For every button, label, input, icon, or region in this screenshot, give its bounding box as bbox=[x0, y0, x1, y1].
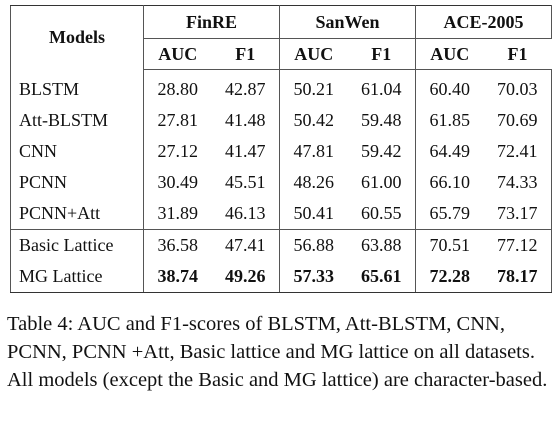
table-row: CNN 27.12 41.47 47.81 59.42 64.49 72.41 bbox=[10, 136, 553, 167]
cell: 47.41 bbox=[211, 229, 280, 261]
cell: 78.17 bbox=[483, 261, 553, 293]
cell: 72.28 bbox=[414, 261, 484, 293]
results-table: Models FinRE SanWen ACE-2005 AUC F1 AUC F1 AUC F1… bbox=[10, 5, 553, 293]
cell: 77.12 bbox=[483, 229, 553, 261]
cell: 56.88 bbox=[278, 229, 348, 261]
cell: 31.89 bbox=[142, 198, 212, 230]
metric-header: AUC bbox=[278, 38, 348, 70]
cell: 28.80 bbox=[142, 69, 212, 105]
cell: 63.88 bbox=[347, 229, 416, 261]
cell: 50.21 bbox=[278, 69, 348, 105]
cell: 60.55 bbox=[347, 198, 416, 230]
cell: 70.69 bbox=[483, 105, 553, 136]
group-header: SanWen bbox=[278, 5, 416, 39]
cell: 30.49 bbox=[142, 167, 212, 198]
cell: 45.51 bbox=[211, 167, 280, 198]
metric-header: F1 bbox=[347, 38, 416, 70]
cell: 36.58 bbox=[142, 229, 212, 261]
model-name: Basic Lattice bbox=[10, 229, 144, 261]
model-name: PCNN bbox=[10, 167, 144, 198]
cell: 73.17 bbox=[483, 198, 553, 230]
cell: 47.81 bbox=[278, 136, 348, 167]
cell: 42.87 bbox=[211, 69, 280, 105]
cell: 59.48 bbox=[347, 105, 416, 136]
models-header: Models bbox=[10, 5, 144, 70]
cell: 61.85 bbox=[414, 105, 484, 136]
model-name: CNN bbox=[10, 136, 144, 167]
table-row: Att-BLSTM 27.81 41.48 50.42 59.48 61.85 70.69 bbox=[10, 105, 553, 136]
cell: 41.47 bbox=[211, 136, 280, 167]
cell: 61.04 bbox=[347, 69, 416, 105]
cell: 49.26 bbox=[211, 261, 280, 293]
metric-header: AUC bbox=[142, 38, 212, 70]
cell: 65.61 bbox=[347, 261, 416, 293]
cell: 48.26 bbox=[278, 167, 348, 198]
metric-header: F1 bbox=[211, 38, 280, 70]
cell: 27.12 bbox=[142, 136, 212, 167]
cell: 70.51 bbox=[414, 229, 484, 261]
header-row: AUC F1 AUC F1 AUC F1 bbox=[11, 38, 552, 70]
cell: 74.33 bbox=[483, 167, 553, 198]
cell: 46.13 bbox=[211, 198, 280, 230]
table-row: MG Lattice 38.74 49.26 57.33 65.61 72.28 78.17 bbox=[10, 261, 553, 293]
cell: 50.41 bbox=[278, 198, 348, 230]
metric-header: F1 bbox=[483, 38, 552, 70]
cell: 64.49 bbox=[414, 136, 484, 167]
table-row: PCNN+Att 31.89 46.13 50.41 60.55 65.79 73.17 bbox=[10, 198, 553, 230]
metric-header: AUC bbox=[414, 38, 484, 70]
cell: 60.40 bbox=[414, 69, 484, 105]
group-header: ACE-2005 bbox=[414, 5, 553, 39]
cell: 66.10 bbox=[414, 167, 484, 198]
cell: 61.00 bbox=[347, 167, 416, 198]
model-name: BLSTM bbox=[10, 69, 144, 105]
header-row: Models FinRE SanWen ACE-2005 bbox=[10, 5, 553, 70]
cell: 59.42 bbox=[347, 136, 416, 167]
caption: Table 4: AUC and F1-scores of BLSTM, Att… bbox=[7, 313, 548, 391]
cell: 65.79 bbox=[414, 198, 484, 230]
cell: 70.03 bbox=[483, 69, 553, 105]
group-header: FinRE bbox=[142, 5, 280, 39]
cell: 41.48 bbox=[211, 105, 280, 136]
cell: 50.42 bbox=[278, 105, 348, 136]
cell: 27.81 bbox=[142, 105, 212, 136]
cell: 57.33 bbox=[278, 261, 348, 293]
cell: 72.41 bbox=[483, 136, 553, 167]
model-name: MG Lattice bbox=[10, 261, 144, 293]
model-name: PCNN+Att bbox=[10, 198, 144, 230]
table-row: PCNN 30.49 45.51 48.26 61.00 66.10 74.33 bbox=[10, 167, 553, 198]
model-name: Att-BLSTM bbox=[10, 105, 144, 136]
table-row: BLSTM 28.80 42.87 50.21 61.04 60.40 70.03 bbox=[10, 69, 553, 105]
cell: 38.74 bbox=[142, 261, 212, 293]
table-row: Basic Lattice 36.58 47.41 56.88 63.88 70.51 77… bbox=[10, 229, 553, 261]
